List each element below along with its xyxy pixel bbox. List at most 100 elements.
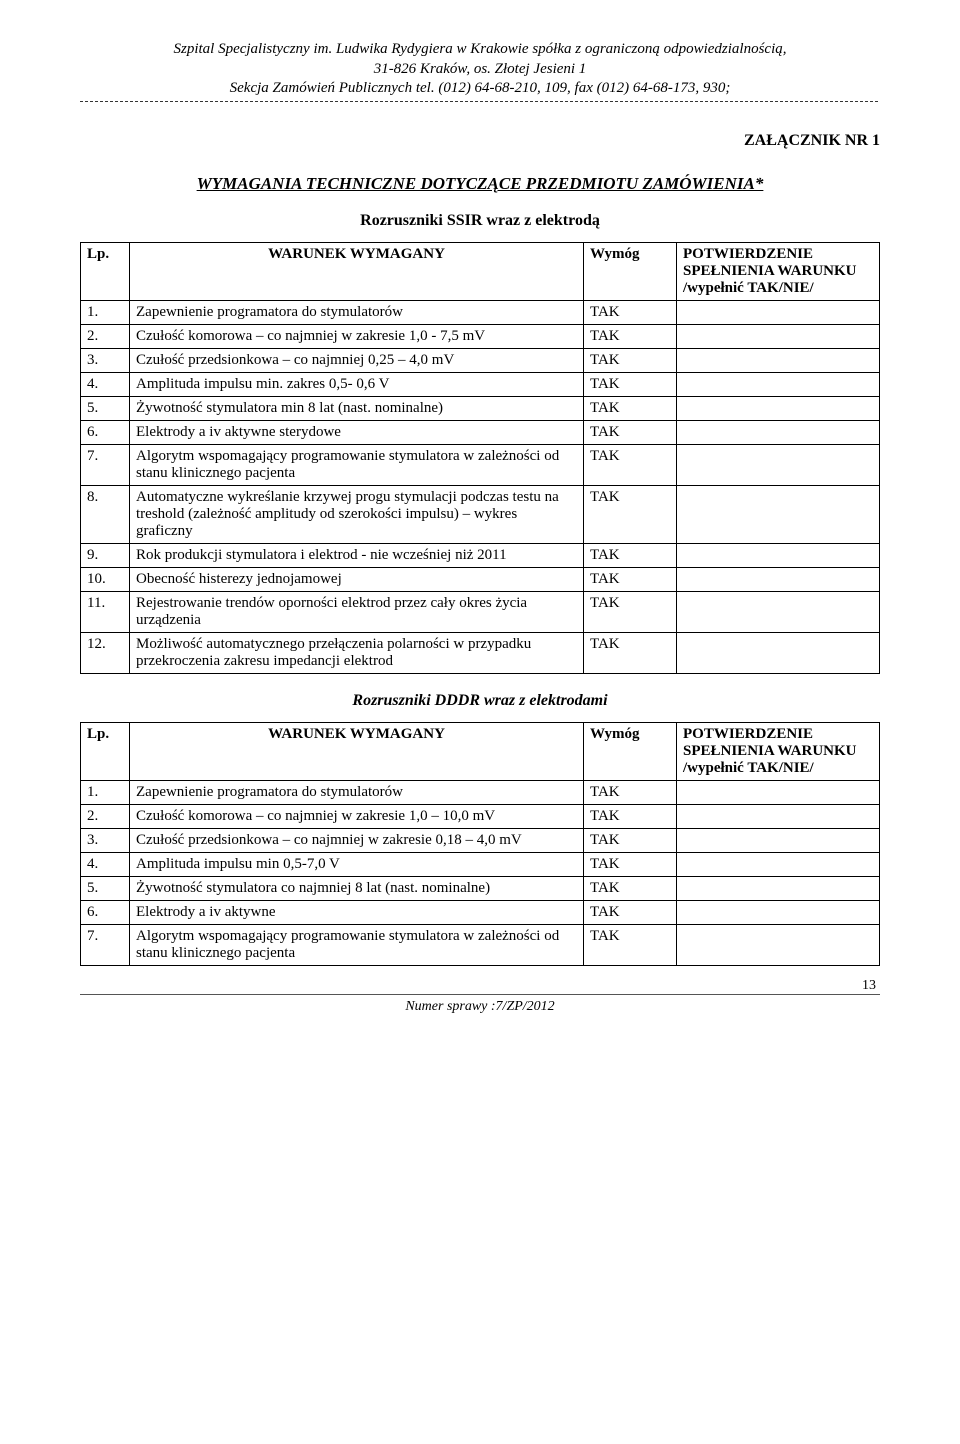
th-potwierdzenie: POTWIERDZENIE SPEŁNIENIA WARUNKU /wypełn… <box>677 722 880 780</box>
cell-requirement: Elektrody a iv aktywne <box>130 900 584 924</box>
cell-wymog: TAK <box>584 372 677 396</box>
cell-requirement: Rok produkcji stymulatora i elektrod - n… <box>130 543 584 567</box>
cell-lp: 12. <box>81 632 130 673</box>
cell-requirement: Czułość przedsionkowa – co najmniej w za… <box>130 828 584 852</box>
cell-wymog: TAK <box>584 324 677 348</box>
cell-confirmation[interactable] <box>677 924 880 965</box>
cell-lp: 2. <box>81 324 130 348</box>
cell-confirmation[interactable] <box>677 804 880 828</box>
table-row: 12.Możliwość automatycznego przełączenia… <box>81 632 880 673</box>
cell-confirmation[interactable] <box>677 852 880 876</box>
th-requirement: WARUNEK WYMAGANY <box>130 722 584 780</box>
cell-wymog: TAK <box>584 900 677 924</box>
footer-text: Numer sprawy :7/ZP/2012 <box>80 999 880 1015</box>
th-requirement: WARUNEK WYMAGANY <box>130 242 584 300</box>
cell-lp: 8. <box>81 485 130 543</box>
cell-confirmation[interactable] <box>677 780 880 804</box>
cell-confirmation[interactable] <box>677 591 880 632</box>
header-line-1: Szpital Specjalistyczny im. Ludwika Rydy… <box>80 40 880 60</box>
cell-requirement: Czułość komorowa – co najmniej w zakresi… <box>130 804 584 828</box>
cell-wymog: TAK <box>584 591 677 632</box>
section1-subtitle: Rozruszniki SSIR wraz z elektrodą <box>80 212 880 230</box>
table-row: 2.Czułość komorowa – co najmniej w zakre… <box>81 804 880 828</box>
cell-requirement: Amplituda impulsu min. zakres 0,5- 0,6 V <box>130 372 584 396</box>
cell-wymog: TAK <box>584 780 677 804</box>
th-potw-line2: SPEŁNIENIA WARUNKU <box>683 263 857 279</box>
cell-confirmation[interactable] <box>677 420 880 444</box>
th-wymog: Wymóg <box>584 722 677 780</box>
page-container: Szpital Specjalistyczny im. Ludwika Rydy… <box>0 0 960 1068</box>
th-potw-line3: /wypełnić TAK/NIE/ <box>683 760 814 776</box>
cell-lp: 7. <box>81 924 130 965</box>
cell-confirmation[interactable] <box>677 324 880 348</box>
cell-wymog: TAK <box>584 444 677 485</box>
table-row: 1.Zapewnienie programatora do stymulator… <box>81 780 880 804</box>
header-line-2: 31-826 Kraków, os. Złotej Jesieni 1 <box>80 60 880 80</box>
table-row: 10.Obecność histerezy jednojamowejTAK <box>81 567 880 591</box>
cell-wymog: TAK <box>584 485 677 543</box>
cell-requirement: Czułość komorowa – co najmniej w zakresi… <box>130 324 584 348</box>
th-potw-line2: SPEŁNIENIA WARUNKU <box>683 743 857 759</box>
requirements-table-1: Lp. WARUNEK WYMAGANY Wymóg POTWIERDZENIE… <box>80 242 880 674</box>
header-divider <box>80 101 880 102</box>
th-potw-line1: POTWIERDZENIE <box>683 726 813 742</box>
cell-wymog: TAK <box>584 543 677 567</box>
cell-confirmation[interactable] <box>677 900 880 924</box>
th-potw-line3: /wypełnić TAK/NIE/ <box>683 280 814 296</box>
table-row: 5.Żywotność stymulatora co najmniej 8 la… <box>81 876 880 900</box>
cell-requirement: Amplituda impulsu min 0,5-7,0 V <box>130 852 584 876</box>
table-row: 3.Czułość przedsionkowa – co najmniej w … <box>81 828 880 852</box>
cell-requirement: Możliwość automatycznego przełączenia po… <box>130 632 584 673</box>
cell-confirmation[interactable] <box>677 396 880 420</box>
cell-wymog: TAK <box>584 924 677 965</box>
th-wymog: Wymóg <box>584 242 677 300</box>
table-row: 2.Czułość komorowa – co najmniej w zakre… <box>81 324 880 348</box>
footer: 13 Numer sprawy :7/ZP/2012 <box>80 978 880 1038</box>
cell-confirmation[interactable] <box>677 876 880 900</box>
cell-lp: 3. <box>81 828 130 852</box>
cell-confirmation[interactable] <box>677 444 880 485</box>
cell-lp: 3. <box>81 348 130 372</box>
cell-lp: 6. <box>81 900 130 924</box>
cell-confirmation[interactable] <box>677 567 880 591</box>
cell-lp: 6. <box>81 420 130 444</box>
cell-lp: 10. <box>81 567 130 591</box>
cell-requirement: Żywotność stymulatora min 8 lat (nast. n… <box>130 396 584 420</box>
cell-requirement: Automatyczne wykreślanie krzywej progu s… <box>130 485 584 543</box>
cell-confirmation[interactable] <box>677 632 880 673</box>
cell-wymog: TAK <box>584 348 677 372</box>
table-header-row: Lp. WARUNEK WYMAGANY Wymóg POTWIERDZENIE… <box>81 722 880 780</box>
cell-confirmation[interactable] <box>677 372 880 396</box>
cell-lp: 11. <box>81 591 130 632</box>
table-row: 8.Automatyczne wykreślanie krzywej progu… <box>81 485 880 543</box>
footer-divider <box>80 994 880 995</box>
th-lp: Lp. <box>81 242 130 300</box>
cell-confirmation[interactable] <box>677 300 880 324</box>
table-row: 7.Algorytm wspomagający programowanie st… <box>81 444 880 485</box>
cell-wymog: TAK <box>584 420 677 444</box>
cell-requirement: Rejestrowanie trendów oporności elektrod… <box>130 591 584 632</box>
cell-confirmation[interactable] <box>677 485 880 543</box>
cell-lp: 9. <box>81 543 130 567</box>
cell-confirmation[interactable] <box>677 348 880 372</box>
table-header-row: Lp. WARUNEK WYMAGANY Wymóg POTWIERDZENIE… <box>81 242 880 300</box>
table-row: 4.Amplituda impulsu min. zakres 0,5- 0,6… <box>81 372 880 396</box>
cell-wymog: TAK <box>584 396 677 420</box>
document-header: Szpital Specjalistyczny im. Ludwika Rydy… <box>80 40 880 99</box>
cell-requirement: Obecność histerezy jednojamowej <box>130 567 584 591</box>
cell-confirmation[interactable] <box>677 828 880 852</box>
cell-lp: 5. <box>81 876 130 900</box>
table-row: 4.Amplituda impulsu min 0,5-7,0 VTAK <box>81 852 880 876</box>
cell-lp: 5. <box>81 396 130 420</box>
table-row: 6.Elektrody a iv aktywne sterydoweTAK <box>81 420 880 444</box>
table-row: 3.Czułość przedsionkowa – co najmniej 0,… <box>81 348 880 372</box>
cell-wymog: TAK <box>584 876 677 900</box>
cell-lp: 1. <box>81 300 130 324</box>
cell-requirement: Elektrody a iv aktywne sterydowe <box>130 420 584 444</box>
page-number: 13 <box>80 978 880 994</box>
cell-lp: 4. <box>81 372 130 396</box>
cell-confirmation[interactable] <box>677 543 880 567</box>
cell-requirement: Zapewnienie programatora do stymulatorów <box>130 300 584 324</box>
table-row: 1.Zapewnienie programatora do stymulator… <box>81 300 880 324</box>
table-row: 6.Elektrody a iv aktywneTAK <box>81 900 880 924</box>
